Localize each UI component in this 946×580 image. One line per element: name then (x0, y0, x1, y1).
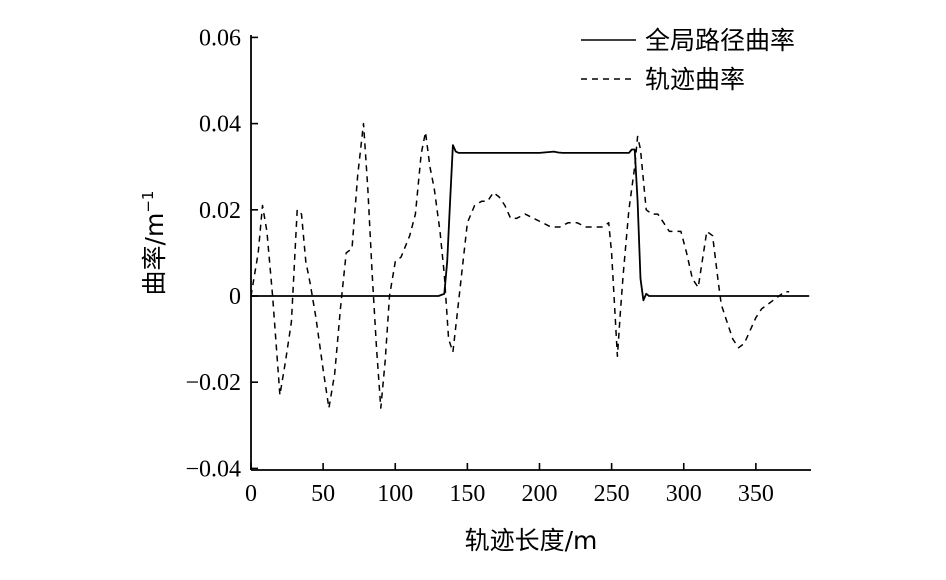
axes (250, 35, 811, 471)
series-line-global-path-curvature (251, 144, 810, 302)
x-tick-label: 100 (377, 481, 413, 507)
series-layer (250, 122, 810, 409)
x-tick-label: 50 (311, 481, 335, 507)
x-tick-label: 0 (245, 481, 257, 507)
y-tick-label: 0.02 (199, 198, 241, 224)
series-line-trajectory-curvature (250, 122, 790, 409)
y-tick-label: −0.04 (185, 456, 241, 482)
legend-label-global-path: 全局路径曲率 (645, 26, 795, 55)
y-tick-label: 0 (229, 284, 241, 310)
ticks: 0 50 100 150 200 250 300 350 0.06 0.04 0.02 0 −0.02 −… (185, 25, 773, 507)
legend-label-trajectory: 轨迹曲率 (645, 65, 745, 94)
x-tick-label: 350 (738, 481, 774, 507)
x-tick-label: 200 (522, 481, 558, 507)
x-axis-title: 轨迹长度/m (465, 526, 598, 555)
x-tick-label: 150 (449, 481, 485, 507)
y-axis-title: 曲率/m−1 (139, 191, 169, 296)
x-tick-label: 250 (594, 481, 630, 507)
y-axis-title-superscript: −1 (139, 191, 157, 213)
x-tick-label: 300 (666, 481, 702, 507)
y-tick-label: −0.02 (185, 370, 241, 396)
y-tick-label: 0.06 (199, 25, 241, 51)
y-axis-title-group: 曲率/m−1 (139, 191, 169, 296)
y-axis-title-text: 曲率/m (140, 213, 169, 296)
y-tick-label: 0.04 (199, 112, 241, 138)
legend: 全局路径曲率 轨迹曲率 (581, 26, 795, 94)
